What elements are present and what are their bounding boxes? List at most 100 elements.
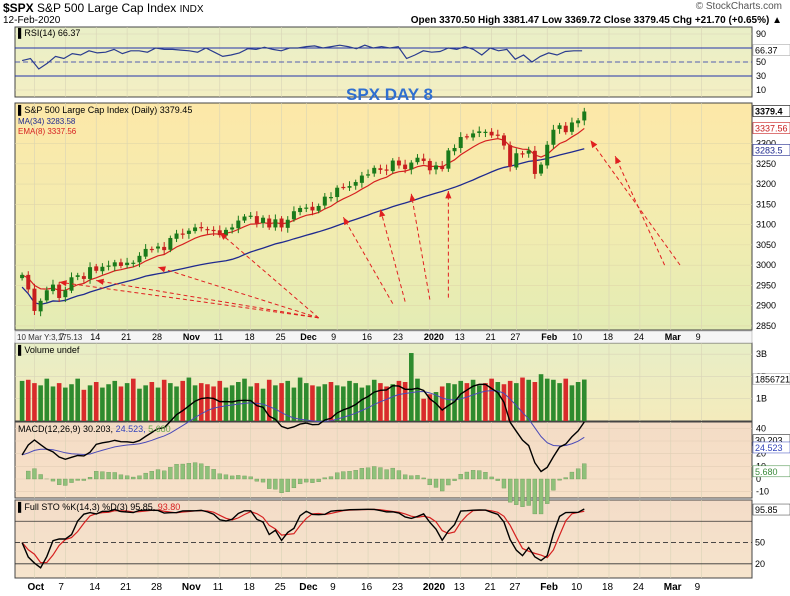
macd-signal-value: 24.523, (116, 424, 149, 434)
macd-histogram-bar (452, 478, 457, 481)
candle-body (211, 229, 216, 232)
volume-bar (260, 388, 266, 421)
macd-histogram-bar (421, 477, 426, 480)
candle-body (341, 186, 346, 189)
sto-k-line (21, 508, 585, 569)
candle-body (57, 284, 62, 298)
x-tick-label-top: 9 (696, 332, 701, 342)
macd-histogram-bar (100, 471, 105, 480)
volume-bar (112, 380, 118, 421)
price-tick-label: 3050 (756, 240, 776, 250)
price-value-tag (752, 122, 790, 134)
x-tick-label-top: 23 (393, 332, 403, 342)
candle-body (63, 290, 68, 298)
macd-histogram-bar (285, 478, 290, 492)
annotation-arrow-line (59, 281, 319, 319)
candle-body (137, 255, 142, 263)
candle-body (409, 162, 414, 170)
x-tick-label: 21 (485, 582, 497, 593)
volume-bar (489, 378, 494, 421)
candle-body (582, 111, 587, 121)
candle-body (75, 275, 80, 277)
volume-bar (291, 387, 297, 421)
x-tick-label: 7 (58, 582, 64, 593)
price-tick-label: 2850 (756, 321, 776, 331)
x-tick-label: 25 (275, 582, 287, 593)
volume-bar (452, 384, 457, 421)
volume-bar (273, 385, 278, 421)
volume-bar (100, 387, 105, 421)
candle-body (477, 131, 482, 133)
volume-bar (279, 383, 284, 421)
candle-body (508, 145, 513, 167)
candle-body (106, 265, 111, 267)
macd-histogram-bar (137, 475, 142, 480)
x-tick-label: 13 (454, 582, 466, 593)
x-tick-label: Oct (27, 582, 44, 593)
sto-panel (14, 499, 753, 579)
candle-body (230, 227, 235, 230)
macd-histogram-bar (415, 475, 420, 480)
candle-body (26, 274, 31, 290)
candle-body (223, 229, 228, 236)
candle-body (464, 136, 469, 138)
annotation-arrowhead (219, 232, 228, 240)
x-tick-label: 18 (602, 582, 614, 593)
candle-body (310, 206, 315, 211)
candle-body (50, 284, 55, 292)
x-tick-label: 14 (89, 582, 101, 593)
volume-bar (520, 377, 525, 421)
date-caption: 10 Mar Y:3,175.13 (17, 333, 83, 342)
volume-bar (359, 387, 365, 421)
annotation-arrowhead (379, 209, 386, 218)
candle-body (353, 182, 358, 186)
x-tick-label-top: 25 (276, 332, 286, 342)
volume-bar (544, 378, 550, 421)
macd-tick-label: 40 (756, 423, 766, 433)
volume-tick-label: 1B (756, 394, 767, 404)
candle-body (254, 216, 259, 224)
macd-histogram-bar (38, 474, 43, 480)
macd-histogram-bar (378, 467, 383, 480)
candle-body (495, 134, 500, 136)
candle-body (304, 207, 309, 209)
macd-histogram-bar (273, 478, 278, 490)
candle-body (440, 165, 445, 170)
macd-histogram-bar (106, 472, 111, 480)
volume-bar (56, 383, 62, 421)
candle-body (471, 133, 476, 138)
macd-histogram-bar (563, 477, 568, 480)
candle-body (563, 125, 568, 133)
annotation-arrowhead (615, 156, 622, 165)
macd-histogram-bar (112, 472, 117, 480)
price-tick-label: 3200 (756, 179, 776, 189)
macd-histogram-value: 5.680 (148, 424, 171, 434)
macd-histogram-bar (372, 466, 377, 480)
volume-bar (322, 384, 328, 421)
macd-histogram-bar (477, 470, 482, 480)
macd-histogram-bar (118, 474, 124, 480)
x-tick-label-top: 18 (245, 332, 255, 342)
candle-body (156, 246, 161, 249)
candle-body (526, 150, 531, 154)
volume-bar (334, 385, 340, 421)
volume-bar (223, 387, 229, 421)
volume-bar (328, 382, 334, 421)
candle-body (285, 219, 290, 228)
macd-histogram-bar (551, 478, 556, 491)
ma34-label: MA(34) 3283.58 (18, 117, 76, 126)
volume-bar (402, 382, 408, 421)
price-tick-label: 3000 (756, 260, 776, 270)
macd-histogram-bar (575, 468, 581, 480)
volume-bar (514, 383, 519, 421)
candle-body (501, 135, 506, 146)
macd-histogram-bar (446, 478, 451, 486)
symbol: $SPX (3, 1, 34, 15)
candle-body (551, 129, 556, 145)
price-value-label: 3379.4 (755, 107, 783, 117)
macd-histogram-bar (532, 478, 538, 515)
candle-body (532, 150, 537, 174)
price-tick-label: 3150 (756, 199, 776, 209)
rsi-tick-label: 10 (756, 85, 766, 95)
candle-body (162, 246, 167, 251)
